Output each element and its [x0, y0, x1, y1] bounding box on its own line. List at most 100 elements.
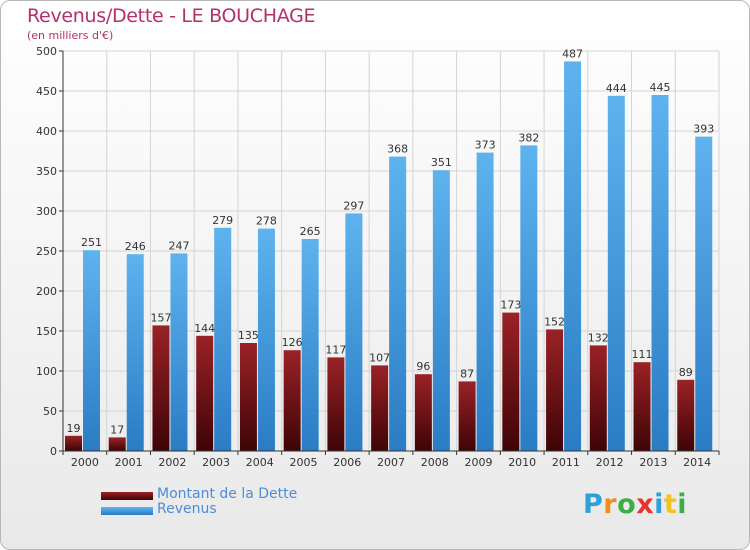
- logo-letter: o: [617, 489, 637, 520]
- bar-dette-2001: [108, 437, 126, 451]
- data-label-revenus-2012: 444: [606, 82, 627, 95]
- data-label-revenus-2000: 251: [81, 236, 102, 249]
- legend-label-debt: Montant de la Dette: [157, 486, 298, 502]
- data-label-revenus-2005: 265: [300, 225, 321, 238]
- x-tick-label-2009: 2009: [464, 456, 492, 469]
- logo-letter: P: [583, 489, 604, 520]
- bar-dette-2000: [65, 435, 82, 451]
- bar-dette-2013: [633, 362, 651, 451]
- data-label-dette-2014: 89: [679, 366, 693, 379]
- data-label-dette-2006: 117: [325, 343, 346, 356]
- data-label-revenus-2009: 373: [475, 139, 496, 152]
- data-label-dette-2002: 157: [150, 311, 171, 324]
- x-tick-label-2003: 2003: [202, 456, 230, 469]
- legend-swatch-revenus: [101, 507, 153, 515]
- data-label-revenus-2008: 351: [431, 156, 452, 169]
- bar-revenus-2010: [520, 145, 538, 451]
- y-tick-label: 300: [36, 205, 57, 218]
- x-tick-label-2011: 2011: [552, 456, 580, 469]
- bar-dette-2010: [502, 312, 520, 451]
- bar-dette-2014: [677, 379, 695, 451]
- legend-label-revenus: Revenus: [157, 501, 217, 517]
- y-tick-label: 400: [36, 125, 57, 138]
- data-label-dette-2000: 19: [67, 422, 81, 435]
- y-tick-label: 100: [36, 365, 57, 378]
- bar-revenus-2011: [564, 61, 582, 452]
- proxiti-logo: Proxiti: [583, 489, 687, 520]
- axes: 0 50 100 150 200 250 300 350 400 450 500 2000 2001 20…: [36, 45, 720, 469]
- y-tick-label: 50: [43, 405, 57, 418]
- y-tick-label: 150: [36, 325, 57, 338]
- data-label-revenus-2004: 278: [256, 215, 277, 228]
- bar-revenus-2006: [345, 213, 363, 451]
- bar-revenus-2004: [257, 228, 275, 451]
- x-tick-label-2014: 2014: [683, 456, 711, 469]
- data-label-revenus-2010: 382: [518, 131, 539, 144]
- x-tick-label-2004: 2004: [246, 456, 274, 469]
- data-label-dette-2012: 132: [588, 331, 609, 344]
- data-label-dette-2007: 107: [369, 351, 390, 364]
- chart-subtitle: (en milliers d'€): [27, 29, 114, 42]
- data-label-revenus-2006: 297: [343, 199, 364, 212]
- y-tick-label: 350: [36, 165, 57, 178]
- data-label-dette-2010: 173: [500, 299, 521, 312]
- bar-dette-2009: [458, 381, 476, 451]
- bar-dette-2003: [196, 335, 214, 451]
- bar-dette-2006: [327, 357, 345, 451]
- data-label-revenus-2001: 246: [125, 240, 146, 253]
- data-label-dette-2003: 144: [194, 322, 215, 335]
- x-tick-label-2007: 2007: [377, 456, 405, 469]
- y-tick-label: 450: [36, 85, 57, 98]
- logo-letter: t: [663, 489, 678, 520]
- bar-revenus-2003: [214, 227, 232, 451]
- bar-revenus-2000: [83, 250, 100, 451]
- bar-revenus-2014: [695, 136, 713, 451]
- y-tick-label: 250: [36, 245, 57, 258]
- bars: [65, 61, 713, 452]
- y-tick-label: 500: [36, 45, 57, 58]
- chart-title: Revenus/Dette - LE BOUCHAGE: [27, 5, 316, 27]
- bar-revenus-2002: [170, 253, 188, 451]
- data-label-revenus-2013: 445: [650, 81, 671, 94]
- logo-letter: i: [654, 489, 664, 520]
- x-tick-label-2008: 2008: [421, 456, 449, 469]
- bar-dette-2005: [283, 350, 301, 451]
- legend-swatch-debt: [101, 492, 153, 500]
- bar-dette-2002: [152, 325, 170, 451]
- data-label-revenus-2003: 279: [212, 214, 233, 227]
- x-tick-label-2005: 2005: [290, 456, 318, 469]
- y-tick-label: 200: [36, 285, 57, 298]
- data-labels: 19 251 17 246 157 247 144 279 135 278 126 265 117 297…: [67, 47, 715, 436]
- bar-revenus-2001: [126, 254, 144, 451]
- data-label-dette-2008: 96: [416, 360, 430, 373]
- data-label-dette-2013: 111: [632, 348, 653, 361]
- x-tick-label-2013: 2013: [639, 456, 667, 469]
- data-label-dette-2009: 87: [460, 367, 474, 380]
- data-label-revenus-2014: 393: [693, 123, 714, 136]
- x-tick-label-2012: 2012: [596, 456, 624, 469]
- x-tick-label-2001: 2001: [115, 456, 143, 469]
- x-tick-label-2002: 2002: [158, 456, 186, 469]
- bar-dette-2007: [371, 365, 389, 451]
- bar-revenus-2005: [301, 239, 319, 451]
- bar-revenus-2009: [476, 152, 494, 451]
- data-label-dette-2001: 17: [110, 423, 124, 436]
- data-label-revenus-2002: 247: [168, 239, 189, 252]
- bar-revenus-2012: [607, 95, 625, 452]
- x-tick-label-2010: 2010: [508, 456, 536, 469]
- bar-dette-2008: [414, 374, 432, 451]
- bar-revenus-2013: [651, 95, 669, 451]
- data-label-dette-2004: 135: [238, 329, 259, 342]
- data-label-dette-2011: 152: [544, 315, 565, 328]
- bar-dette-2011: [546, 329, 564, 451]
- bar-revenus-2008: [432, 170, 450, 451]
- data-label-dette-2005: 126: [282, 336, 303, 349]
- bar-dette-2012: [589, 345, 607, 451]
- logo-letter: x: [636, 489, 655, 520]
- x-tick-label-2006: 2006: [333, 456, 361, 469]
- data-label-revenus-2007: 368: [387, 143, 408, 156]
- x-tick-label-2000: 2000: [71, 456, 99, 469]
- data-label-revenus-2011: 487: [562, 47, 583, 60]
